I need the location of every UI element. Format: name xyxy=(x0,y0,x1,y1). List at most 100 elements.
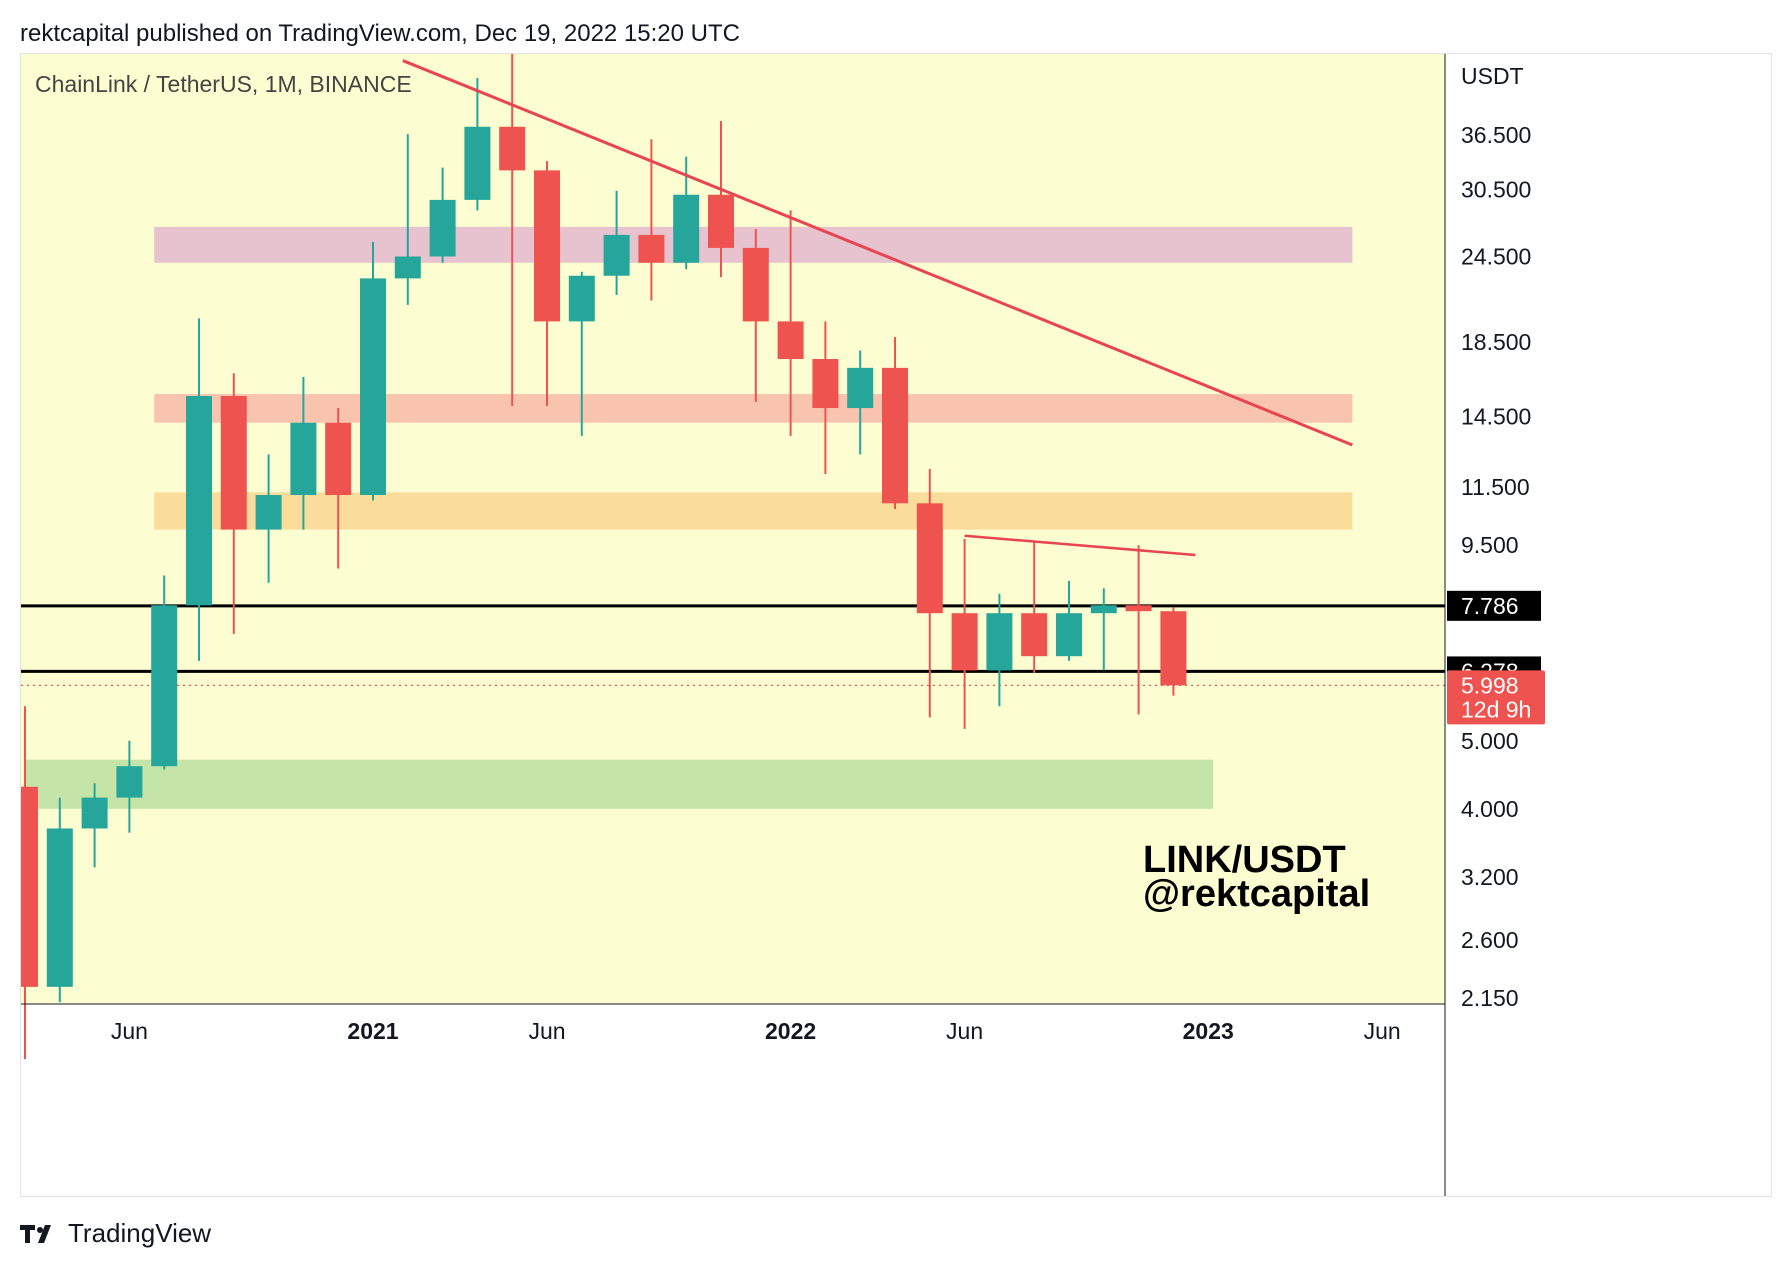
candle-body xyxy=(360,278,386,496)
candle xyxy=(1056,580,1082,661)
zone-green xyxy=(25,759,1214,809)
candle-body xyxy=(46,828,73,987)
candle-body xyxy=(638,234,665,263)
y-tick-label: 11.500 xyxy=(1461,474,1530,500)
candle xyxy=(290,376,317,530)
candle-body xyxy=(534,170,560,322)
instrument-label: ChainLink / TetherUS, 1M, BINANCE xyxy=(35,71,412,97)
trendline-lower-highs xyxy=(964,534,1196,557)
candle-body xyxy=(1160,611,1187,686)
candlestick-chart[interactable]: ChainLink / TetherUS, 1M, BINANCE USDT 3… xyxy=(21,54,1771,1196)
candle xyxy=(1090,588,1117,671)
candle xyxy=(742,229,769,402)
candle-body xyxy=(603,234,630,276)
candle xyxy=(568,271,595,436)
candle-body xyxy=(255,495,282,530)
current-price-badge xyxy=(1447,670,1545,725)
candle xyxy=(534,161,560,407)
watermark-author: @rektcapital xyxy=(1143,873,1370,915)
zone-orange xyxy=(154,492,1353,530)
candle xyxy=(1021,542,1048,673)
y-tick-label: 4.000 xyxy=(1461,796,1519,822)
candle xyxy=(638,139,665,301)
candle xyxy=(882,337,908,509)
candle-body xyxy=(951,613,978,671)
zone-salmon xyxy=(154,394,1353,423)
candle-body xyxy=(290,422,317,496)
candle-body xyxy=(812,359,839,409)
candle-body xyxy=(742,247,769,322)
candle xyxy=(21,706,38,1059)
candle-body xyxy=(708,194,734,248)
footer-branding: TradingView xyxy=(20,1218,211,1249)
candle-body xyxy=(220,396,247,530)
candle xyxy=(708,121,734,278)
candle-body xyxy=(1090,605,1117,614)
time-ticks: Jun 2021 Jun 2022 Jun 2023 Jun xyxy=(111,1018,1401,1044)
candle-body xyxy=(882,367,908,504)
candle xyxy=(325,408,352,569)
y-tick-label: 14.500 xyxy=(1461,403,1531,429)
zones-layer xyxy=(25,226,1353,809)
level-badge-text-1: 7.786 xyxy=(1461,593,1519,619)
candle xyxy=(116,740,143,833)
candle xyxy=(603,190,630,295)
candle xyxy=(429,167,456,263)
candle xyxy=(255,454,282,583)
candle-body xyxy=(499,126,526,171)
x-tick-label: 2021 xyxy=(347,1018,398,1044)
y-tick-label: 24.500 xyxy=(1461,243,1531,269)
x-tick-label: Jun xyxy=(111,1018,148,1044)
publish-line: rektcapital published on TradingView.com… xyxy=(20,20,740,47)
candle xyxy=(394,134,421,305)
trendlines-layer xyxy=(402,59,1353,557)
x-tick-label: Jun xyxy=(946,1018,983,1044)
candle-body xyxy=(116,766,143,798)
candle xyxy=(151,575,178,770)
levels-layer xyxy=(21,604,1445,686)
candle xyxy=(986,593,1013,707)
current-price-text: 5.998 xyxy=(1461,672,1519,698)
y-tick-label: 36.500 xyxy=(1461,122,1531,148)
candle-body xyxy=(673,194,700,263)
candle xyxy=(81,783,108,868)
candle-body xyxy=(1125,605,1152,612)
candle xyxy=(1125,545,1152,715)
candle-body xyxy=(568,275,595,322)
candle-body xyxy=(394,256,421,279)
candle-body xyxy=(847,367,874,409)
candle-body xyxy=(1021,613,1048,657)
y-tick-label: 18.500 xyxy=(1461,329,1531,355)
candle xyxy=(46,797,73,1003)
tradingview-logo-icon xyxy=(20,1224,51,1243)
candle-body xyxy=(986,613,1013,671)
x-tick-label: Jun xyxy=(528,1018,565,1044)
candle-body xyxy=(464,126,491,200)
x-tick-label: 2022 xyxy=(765,1018,816,1044)
candle-body xyxy=(186,396,212,606)
candle-body xyxy=(777,321,804,360)
watermark-pair: LINK/USDT xyxy=(1143,839,1346,881)
candle-body xyxy=(1056,613,1082,657)
y-tick-label: 3.200 xyxy=(1461,864,1519,890)
candles-layer xyxy=(21,54,1187,1059)
candle xyxy=(777,210,804,436)
candle-body xyxy=(916,503,943,614)
candle-body xyxy=(21,786,38,987)
candle xyxy=(951,538,978,729)
candle-body xyxy=(325,422,352,496)
candle xyxy=(360,241,386,501)
candle xyxy=(847,350,874,455)
y-tick-label: 5.000 xyxy=(1461,728,1519,754)
price-unit-label: USDT xyxy=(1461,63,1524,89)
candle xyxy=(464,78,491,211)
candle xyxy=(186,318,212,661)
x-tick-label: 2023 xyxy=(1183,1018,1234,1044)
candle xyxy=(220,373,247,634)
level-badge-1 xyxy=(1447,590,1541,621)
candle-body xyxy=(81,797,108,829)
candle-body xyxy=(429,199,456,257)
y-tick-label: 2.150 xyxy=(1461,985,1519,1011)
price-ticks: 36.500 30.500 24.500 18.500 14.500 11.500 9.50… xyxy=(1461,122,1531,1011)
